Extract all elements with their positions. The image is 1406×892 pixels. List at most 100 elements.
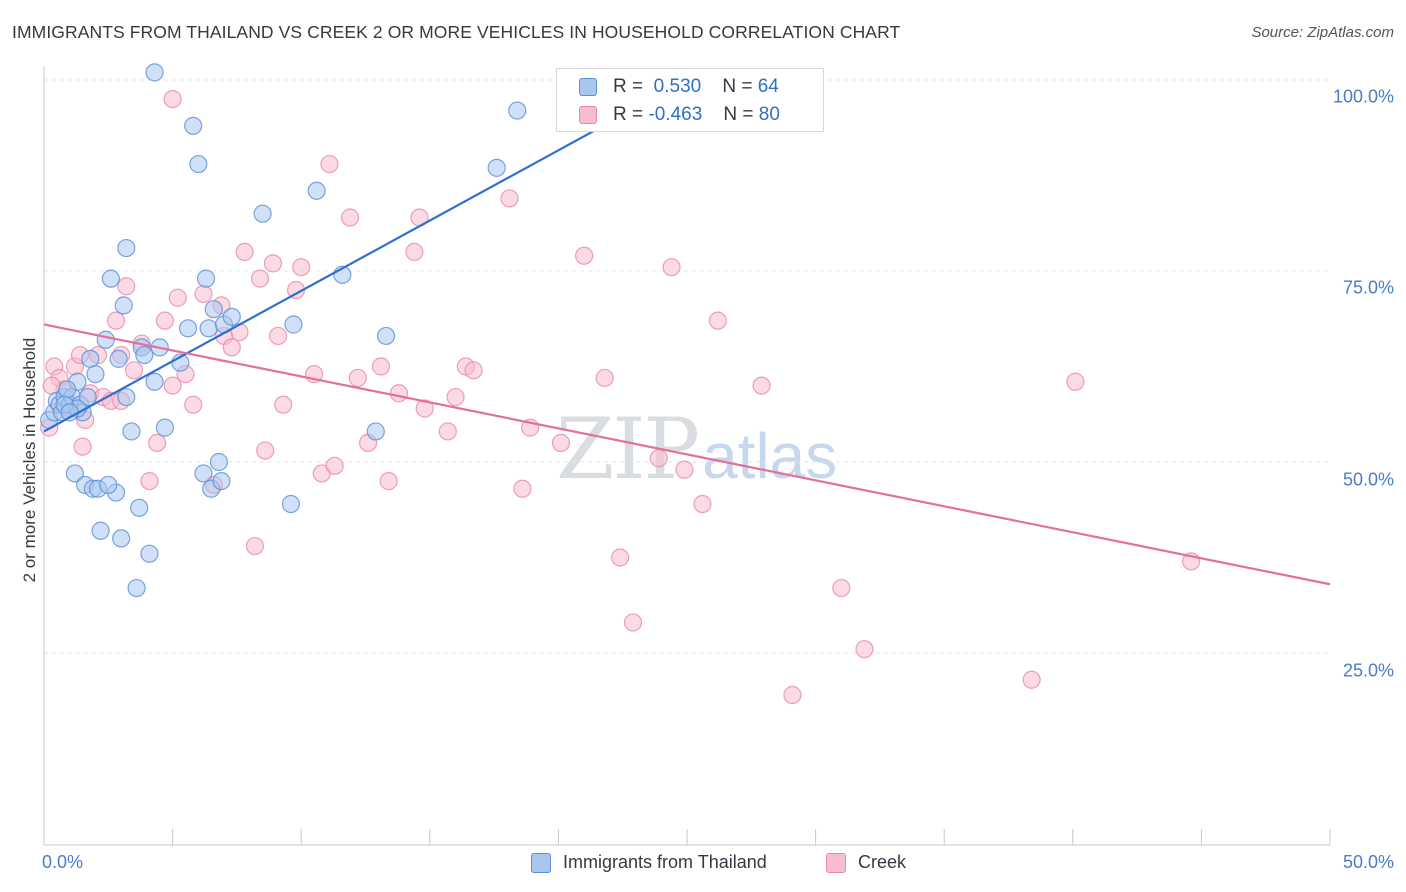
thailand-point bbox=[117, 387, 136, 407]
creek-point bbox=[320, 154, 339, 174]
creek-point bbox=[379, 472, 398, 491]
x-tick-label-min: 0.0% bbox=[42, 852, 84, 872]
thailand-point bbox=[91, 521, 110, 540]
creek-point bbox=[675, 460, 694, 479]
thailand-legend-swatch bbox=[531, 852, 551, 873]
creek-point bbox=[708, 311, 727, 330]
creek-point bbox=[325, 456, 344, 475]
r-label: R = bbox=[613, 104, 644, 125]
creek-point bbox=[340, 208, 360, 227]
thailand-point bbox=[155, 418, 174, 437]
legend-label-thailand: Immigrants from Thailand bbox=[563, 852, 767, 872]
creek-point bbox=[371, 357, 391, 376]
thailand-point bbox=[122, 422, 141, 441]
thailand-point bbox=[140, 544, 159, 563]
creek-point bbox=[405, 242, 424, 261]
creek-point bbox=[438, 422, 457, 441]
thailand-swatch bbox=[579, 78, 597, 96]
creek-point bbox=[464, 361, 483, 380]
n-value: 64 bbox=[757, 76, 779, 97]
source-credit: Source: ZipAtlas.com bbox=[1251, 24, 1394, 41]
creek-point bbox=[245, 536, 265, 556]
r-label: R = bbox=[613, 76, 644, 97]
y-tick-label-50: 50.0% bbox=[1342, 469, 1394, 490]
thailand-point bbox=[281, 494, 301, 514]
thailand-point bbox=[199, 319, 218, 338]
thailand-point bbox=[284, 315, 303, 334]
y-tick-label-75: 75.0% bbox=[1342, 277, 1394, 298]
legend-item-thailand[interactable]: Immigrants from Thailand bbox=[531, 852, 767, 873]
creek-point bbox=[623, 613, 643, 632]
creek-point bbox=[595, 368, 614, 388]
thailand-point bbox=[194, 464, 213, 483]
n-value: 80 bbox=[758, 104, 780, 125]
thailand-point bbox=[130, 498, 149, 517]
creek-point bbox=[611, 548, 630, 567]
thailand-point bbox=[376, 326, 396, 346]
thailand-point bbox=[112, 529, 131, 548]
n-label: N = bbox=[722, 76, 753, 97]
creek-point bbox=[184, 395, 203, 414]
watermark-zip: ZIP bbox=[556, 400, 700, 498]
r-value: -0.463 bbox=[648, 104, 703, 125]
creek-point bbox=[551, 433, 571, 452]
creek-swatch bbox=[579, 106, 597, 124]
legend-label-creek: Creek bbox=[858, 852, 907, 872]
thailand-point bbox=[58, 380, 77, 399]
creek-point bbox=[513, 479, 532, 498]
thailand-point bbox=[204, 300, 223, 319]
creek-point bbox=[389, 384, 409, 403]
thailand-point bbox=[178, 319, 198, 338]
chart-title: IMMIGRANTS FROM THAILAND VS CREEK 2 OR M… bbox=[12, 22, 901, 42]
thailand-point bbox=[109, 349, 128, 368]
thailand-point bbox=[96, 330, 115, 349]
creek-point bbox=[163, 376, 182, 395]
creek-point bbox=[230, 323, 249, 342]
thailand-point bbox=[222, 307, 241, 326]
thailand-point bbox=[114, 296, 133, 315]
watermark: ZIPatlas bbox=[556, 400, 837, 498]
creek-point bbox=[124, 361, 144, 380]
thailand-point bbox=[189, 154, 208, 174]
creek-point bbox=[263, 254, 283, 273]
creek-point bbox=[222, 338, 241, 357]
thailand-point bbox=[145, 63, 164, 82]
creek-point bbox=[752, 376, 771, 395]
stats-legend-row-thailand: R = 0.530 N = 64 bbox=[579, 76, 779, 98]
legend-item-creek[interactable]: Creek bbox=[826, 852, 906, 873]
stats-legend: R = 0.530 N = 64 R = -0.463 N = 80 bbox=[556, 68, 824, 132]
thailand-trendline bbox=[43, 79, 688, 433]
creek-point bbox=[1066, 372, 1085, 391]
x-tick-label-max: 50.0% bbox=[1342, 852, 1394, 872]
creek-point bbox=[832, 578, 851, 598]
creek-point bbox=[649, 449, 668, 468]
thailand-point bbox=[99, 475, 118, 495]
creek-point bbox=[693, 494, 712, 514]
creek-point bbox=[194, 284, 213, 304]
thailand-point bbox=[65, 464, 84, 483]
thailand-point bbox=[117, 238, 136, 258]
thailand-point bbox=[307, 181, 326, 200]
creek-point bbox=[783, 685, 802, 705]
creek-point bbox=[268, 326, 288, 346]
creek-point bbox=[662, 258, 681, 277]
thailand-point bbox=[508, 101, 527, 120]
y-tick-label-100: 100.0% bbox=[1332, 86, 1394, 107]
thailand-point bbox=[81, 349, 100, 368]
creek-trendline bbox=[43, 323, 1331, 586]
thailand-point bbox=[487, 158, 506, 177]
creek-point bbox=[1022, 670, 1041, 689]
creek-point bbox=[73, 437, 92, 456]
creek-point bbox=[117, 277, 136, 296]
creek-point bbox=[148, 433, 167, 452]
thailand-point bbox=[86, 365, 105, 384]
y-axis-label: 2 or more Vehicles in Household bbox=[20, 337, 39, 583]
creek-point bbox=[235, 242, 254, 261]
creek-point bbox=[163, 89, 182, 109]
creek-point bbox=[415, 399, 434, 418]
creek-point bbox=[168, 288, 187, 307]
creek-point bbox=[155, 311, 174, 330]
creek-point bbox=[500, 189, 519, 208]
creek-point bbox=[256, 441, 275, 460]
